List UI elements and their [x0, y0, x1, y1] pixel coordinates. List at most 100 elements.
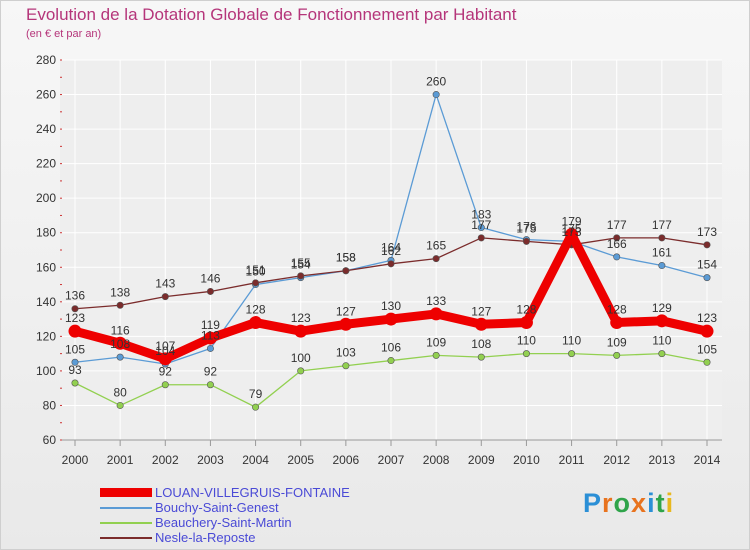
data-label: 108	[471, 337, 491, 351]
data-label: 164	[381, 240, 401, 254]
data-label: 158	[336, 251, 356, 265]
logo-letter: r	[602, 488, 614, 518]
data-label: 127	[471, 304, 491, 318]
legend-swatch	[100, 506, 152, 509]
data-label: 136	[65, 289, 85, 303]
data-label: 175	[562, 221, 582, 235]
data-label: 155	[291, 256, 311, 270]
y-tick-label: 240	[36, 122, 56, 136]
logo-letter: x	[631, 488, 648, 518]
data-point	[519, 316, 533, 330]
data-label: 150	[246, 265, 266, 279]
data-point	[610, 316, 624, 330]
data-point	[158, 352, 172, 366]
data-point	[700, 324, 714, 338]
data-point	[655, 314, 669, 328]
data-label: 110	[562, 334, 581, 348]
data-point	[116, 301, 124, 309]
data-point	[703, 241, 711, 249]
data-label: 113	[201, 328, 220, 342]
data-point	[658, 350, 666, 358]
data-label: 110	[517, 334, 536, 348]
data-label: 109	[607, 335, 627, 349]
data-label: 176	[516, 220, 536, 234]
y-tick-label: 160	[36, 260, 56, 274]
y-tick-label: 120	[36, 329, 56, 343]
data-label: 173	[562, 225, 582, 239]
y-tick-label: 200	[36, 191, 56, 205]
x-tick-label: 2002	[152, 453, 179, 467]
x-tick-label: 2003	[197, 453, 224, 467]
y-tick-label: 180	[36, 226, 56, 240]
data-label: 119	[201, 318, 220, 332]
data-label: 128	[607, 303, 627, 317]
data-label: 92	[204, 365, 218, 379]
data-label: 154	[697, 258, 717, 272]
logo-letter: o	[613, 488, 632, 518]
data-point	[206, 344, 214, 352]
proxiti-logo: Proxiti	[583, 488, 674, 519]
chart-title: Evolution de la Dotation Globale de Fonc…	[26, 5, 517, 24]
data-point	[297, 272, 305, 280]
data-point	[658, 262, 666, 270]
data-label: 143	[155, 277, 175, 291]
data-label: 110	[652, 334, 671, 348]
x-tick-label: 2010	[513, 453, 540, 467]
data-point	[384, 312, 398, 326]
data-label: 107	[155, 339, 175, 353]
y-tick-label: 140	[36, 295, 56, 309]
data-label: 105	[697, 342, 717, 356]
data-label: 79	[249, 387, 263, 401]
data-label: 179	[562, 214, 582, 228]
data-point	[252, 403, 260, 411]
data-point	[71, 305, 79, 313]
data-point	[297, 367, 305, 375]
x-tick-label: 2007	[378, 453, 405, 467]
data-point	[477, 224, 485, 232]
data-point	[432, 255, 440, 263]
data-label: 123	[65, 311, 85, 325]
data-point	[71, 379, 79, 387]
data-label: 93	[68, 363, 82, 377]
data-point	[339, 317, 353, 331]
line-chart: 60 80 100 120 140 160 180 200 220 240 260 280 2000 20…	[36, 53, 722, 467]
logo-letter: i	[647, 488, 656, 518]
data-label: 130	[381, 299, 401, 313]
x-tick-label: 2000	[62, 453, 89, 467]
data-point	[474, 317, 488, 331]
data-point	[522, 350, 530, 358]
legend-swatch	[100, 536, 152, 539]
x-tick-label: 2005	[287, 453, 314, 467]
data-point	[432, 91, 440, 99]
y-tick-label: 80	[43, 398, 57, 412]
data-label: 100	[291, 351, 311, 365]
data-label: 165	[426, 239, 446, 253]
legend-label: LOUAN-VILLEGRUIS-FONTAINE	[155, 485, 350, 500]
y-tick-label: 100	[36, 364, 56, 378]
data-point	[342, 362, 350, 370]
data-label: 106	[381, 341, 401, 355]
data-point	[294, 324, 308, 338]
data-point	[565, 227, 579, 241]
data-label: 80	[113, 385, 127, 399]
data-label: 104	[155, 344, 175, 358]
data-label: 177	[607, 218, 627, 232]
y-tick-label: 280	[36, 53, 56, 67]
x-tick-label: 2001	[107, 453, 134, 467]
data-label: 103	[336, 346, 356, 360]
data-label: 177	[652, 218, 672, 232]
data-label: 151	[246, 263, 266, 277]
data-point	[68, 324, 82, 338]
logo-letter: P	[583, 488, 603, 518]
data-point	[477, 234, 485, 242]
legend-swatch	[100, 488, 152, 497]
data-label: 127	[336, 304, 356, 318]
data-point	[116, 353, 124, 361]
data-label: 129	[652, 301, 672, 315]
data-point	[613, 234, 621, 242]
data-point	[161, 293, 169, 301]
data-point	[477, 353, 485, 361]
y-tick-label: 220	[36, 157, 56, 171]
x-tick-label: 2009	[468, 453, 495, 467]
data-point	[387, 357, 395, 365]
